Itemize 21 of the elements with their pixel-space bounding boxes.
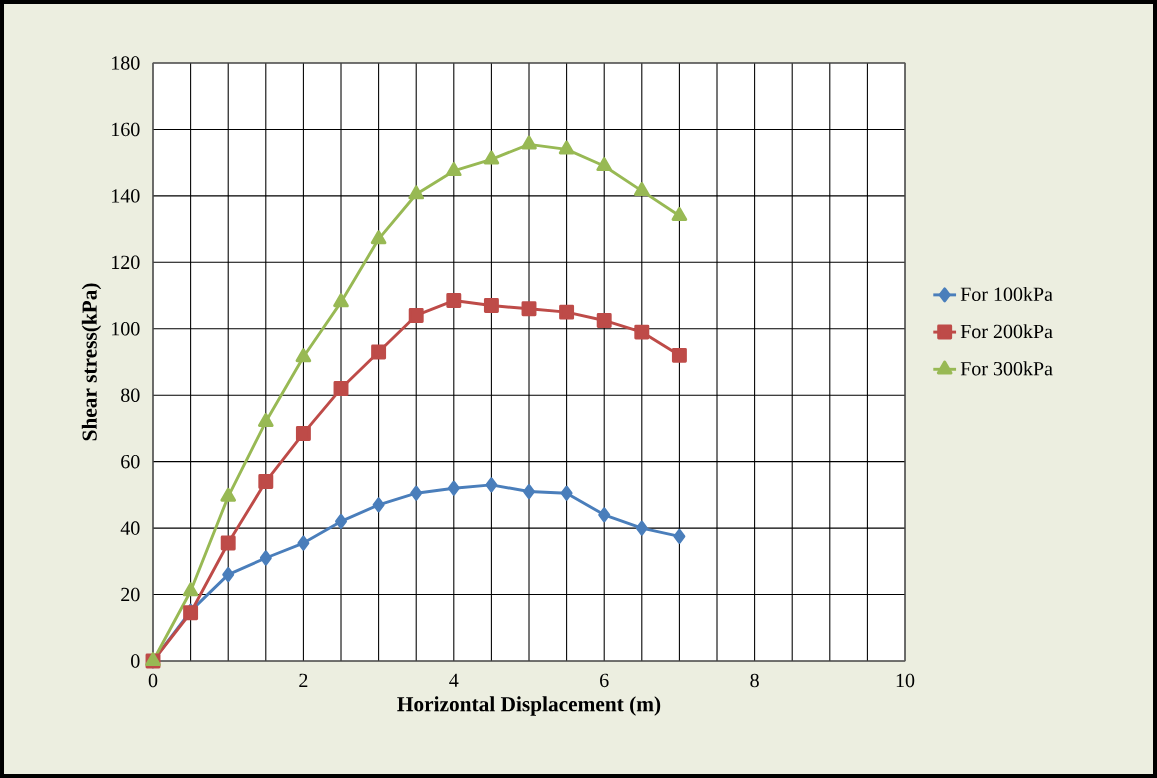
y-tick-label: 160 — [112, 122, 140, 137]
legend-label: For 300kPa — [960, 361, 1053, 376]
x-tick-label: 8 — [750, 673, 759, 688]
y-tick-label: 0 — [131, 654, 140, 668]
y-tick-label: 60 — [121, 454, 140, 469]
y-tick-label: 20 — [121, 587, 140, 602]
y-tick-label: 180 — [112, 56, 140, 70]
x-axis-title: Horizontal Displacement (m) — [397, 696, 661, 716]
x-tick-label: 0 — [148, 673, 158, 688]
legend-label: For 100kPa — [960, 286, 1053, 301]
y-tick-label: 120 — [112, 255, 140, 270]
y-tick-label: 100 — [112, 322, 140, 336]
legend-label: For 200kPa — [960, 324, 1053, 339]
y-tick-label: 40 — [120, 521, 140, 535]
x-tick-label: 10 — [896, 673, 915, 688]
x-tick-label: 4 — [449, 673, 459, 687]
y-axis-title: Shear stress(kPa) — [81, 283, 102, 441]
x-tick-label: 6 — [600, 673, 609, 688]
y-tick-label: 140 — [112, 189, 140, 203]
y-tick-label: 80 — [121, 388, 140, 402]
x-tick-label: 2 — [299, 673, 308, 687]
